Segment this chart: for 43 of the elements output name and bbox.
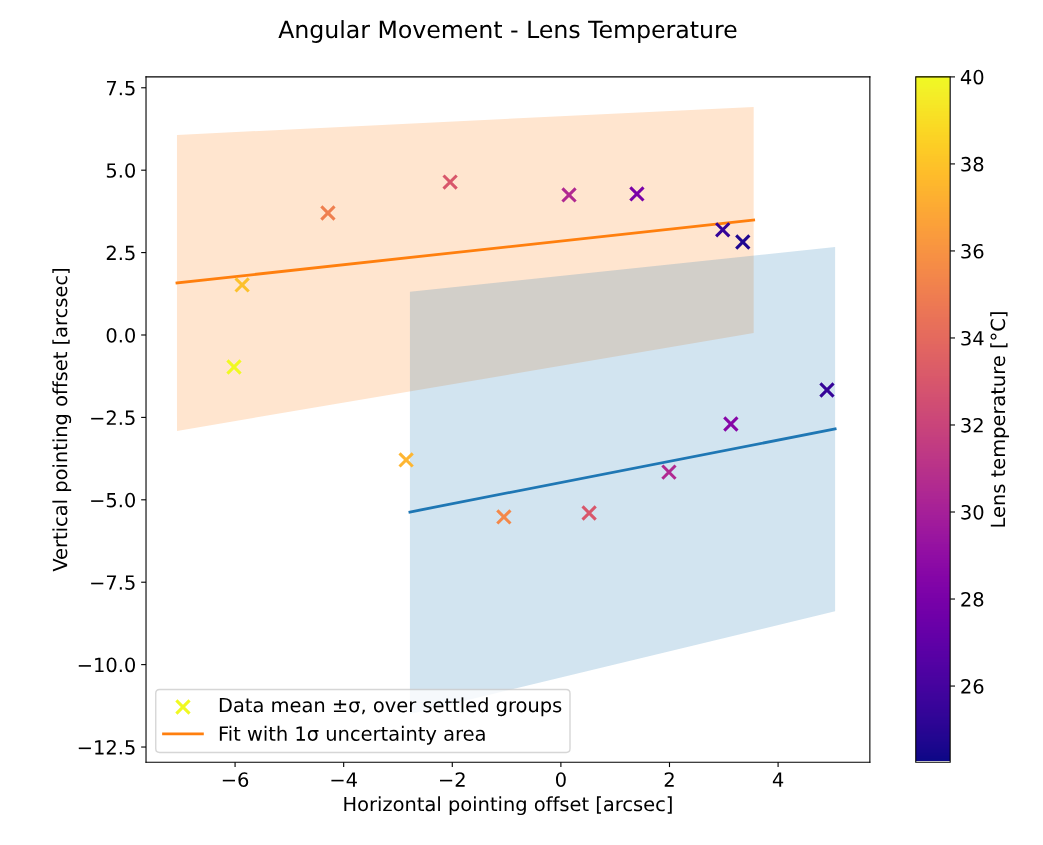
x-tick-label: 4 bbox=[772, 772, 784, 787]
point bbox=[234, 276, 251, 294]
chart-title: Angular Movement - Lens Temperature bbox=[278, 20, 737, 43]
point bbox=[560, 186, 578, 204]
x-tick-label: −4 bbox=[331, 772, 357, 787]
color-bar-label: 38 bbox=[961, 156, 984, 172]
color-bar-label: 28 bbox=[961, 591, 984, 607]
point bbox=[628, 185, 646, 203]
legend-label: Fit with 1σ uncertainty area bbox=[219, 725, 485, 745]
y-axis-title: Vertical pointing offset [arcsec] bbox=[52, 269, 72, 572]
color-bar-label: 26 bbox=[961, 679, 984, 694]
point bbox=[818, 381, 836, 399]
y-tick-label: −7.5 bbox=[91, 575, 135, 590]
y-tick-label: 5.0 bbox=[106, 163, 136, 178]
color-bar-label: 30 bbox=[961, 504, 984, 520]
point bbox=[441, 173, 459, 191]
point bbox=[398, 451, 415, 469]
y-tick-label: 7.5 bbox=[106, 80, 135, 96]
y-tick-label: −10.0 bbox=[78, 657, 136, 673]
y-tick-label: −12.5 bbox=[78, 739, 135, 755]
y-tick-label: 2.5 bbox=[106, 245, 135, 261]
x-tick-label: −6 bbox=[222, 772, 249, 787]
color-bar-label: 36 bbox=[961, 243, 984, 259]
color-bar-label: 34 bbox=[961, 330, 984, 346]
y-tick-label: −5.0 bbox=[91, 492, 136, 508]
x-tick-label: −2 bbox=[440, 772, 465, 787]
point bbox=[714, 221, 731, 238]
color-bar-label: 32 bbox=[961, 417, 983, 433]
x-tick-label: 2 bbox=[664, 772, 674, 787]
point bbox=[660, 464, 678, 481]
point bbox=[581, 504, 598, 522]
point bbox=[225, 358, 243, 376]
point bbox=[734, 233, 751, 251]
point bbox=[722, 415, 739, 433]
y-tick-label: 0.0 bbox=[106, 327, 136, 343]
point bbox=[495, 508, 512, 526]
color-bar-label: 40 bbox=[960, 69, 984, 85]
point bbox=[319, 204, 337, 222]
x-tick-label: 0 bbox=[555, 772, 566, 787]
color-bar-title: Lens temperature [°C] bbox=[990, 312, 1010, 527]
y-tick-label: −2.5 bbox=[91, 410, 135, 426]
x-axis-title: Horizontal pointing offset [arcsec] bbox=[344, 796, 672, 816]
legend-label: Data mean ±σ, over settled groups bbox=[219, 697, 562, 717]
